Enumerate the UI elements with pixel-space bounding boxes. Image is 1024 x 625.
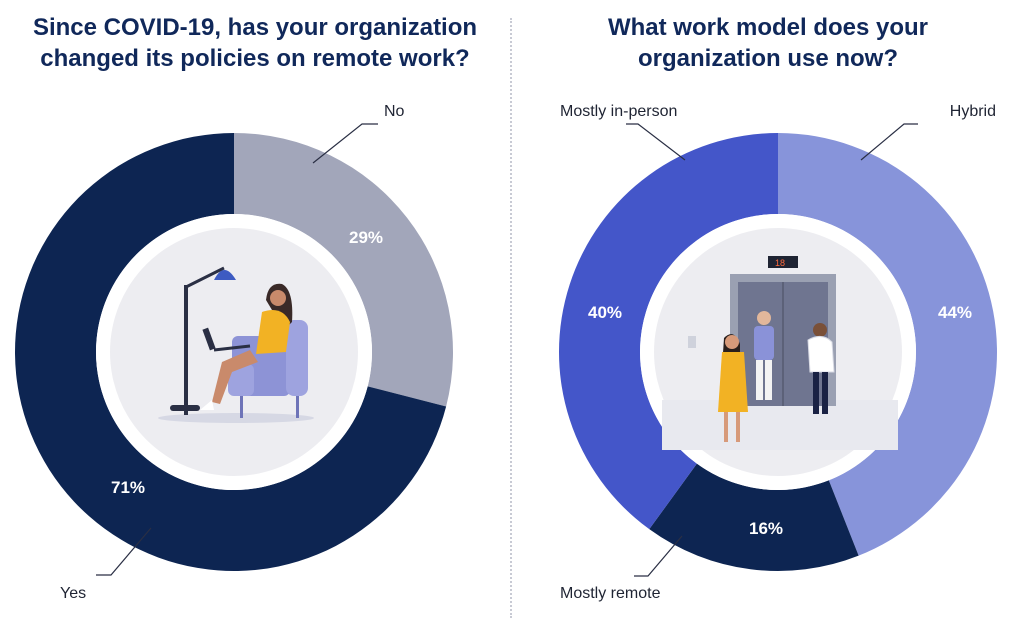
- label-hybrid: Hybrid: [950, 103, 996, 120]
- right-panel: What work model does your organization u…: [512, 0, 1024, 625]
- slice-mostly-remote: [649, 463, 859, 571]
- slice-hybrid: [778, 133, 997, 556]
- donut-chart-work-model: 18 Hybrid Mostly in-person Mostly remote: [558, 103, 997, 602]
- donut-chart-remote-policy: No Yes 29% 71%: [14, 103, 453, 602]
- svg-text:18: 18: [775, 258, 785, 268]
- value-label-hybrid: 44%: [938, 303, 972, 322]
- value-label-no: 29%: [349, 228, 383, 247]
- value-label-yes: 71%: [111, 478, 145, 497]
- slice-no: [234, 133, 453, 407]
- label-mostly-remote: Mostly remote: [560, 585, 661, 602]
- value-label-mostly-in-person: 40%: [588, 303, 622, 322]
- chart-title-remote-policy: Since COVID-19, has your organization ch…: [32, 14, 478, 72]
- slice-yes: [14, 133, 447, 572]
- woman-laptop-illustration-icon: [158, 266, 314, 423]
- elevator-people-illustration-icon: 18: [662, 256, 898, 450]
- label-no: No: [384, 103, 405, 120]
- dotted-divider: [510, 18, 512, 618]
- chart-title-work-model: What work model does your organization u…: [607, 14, 929, 72]
- label-mostly-in-person: Mostly in-person: [560, 103, 677, 120]
- left-panel: Since COVID-19, has your organization ch…: [0, 0, 510, 625]
- value-label-mostly-remote: 16%: [749, 519, 783, 538]
- slice-mostly-in-person: [558, 132, 778, 530]
- label-yes: Yes: [60, 585, 86, 602]
